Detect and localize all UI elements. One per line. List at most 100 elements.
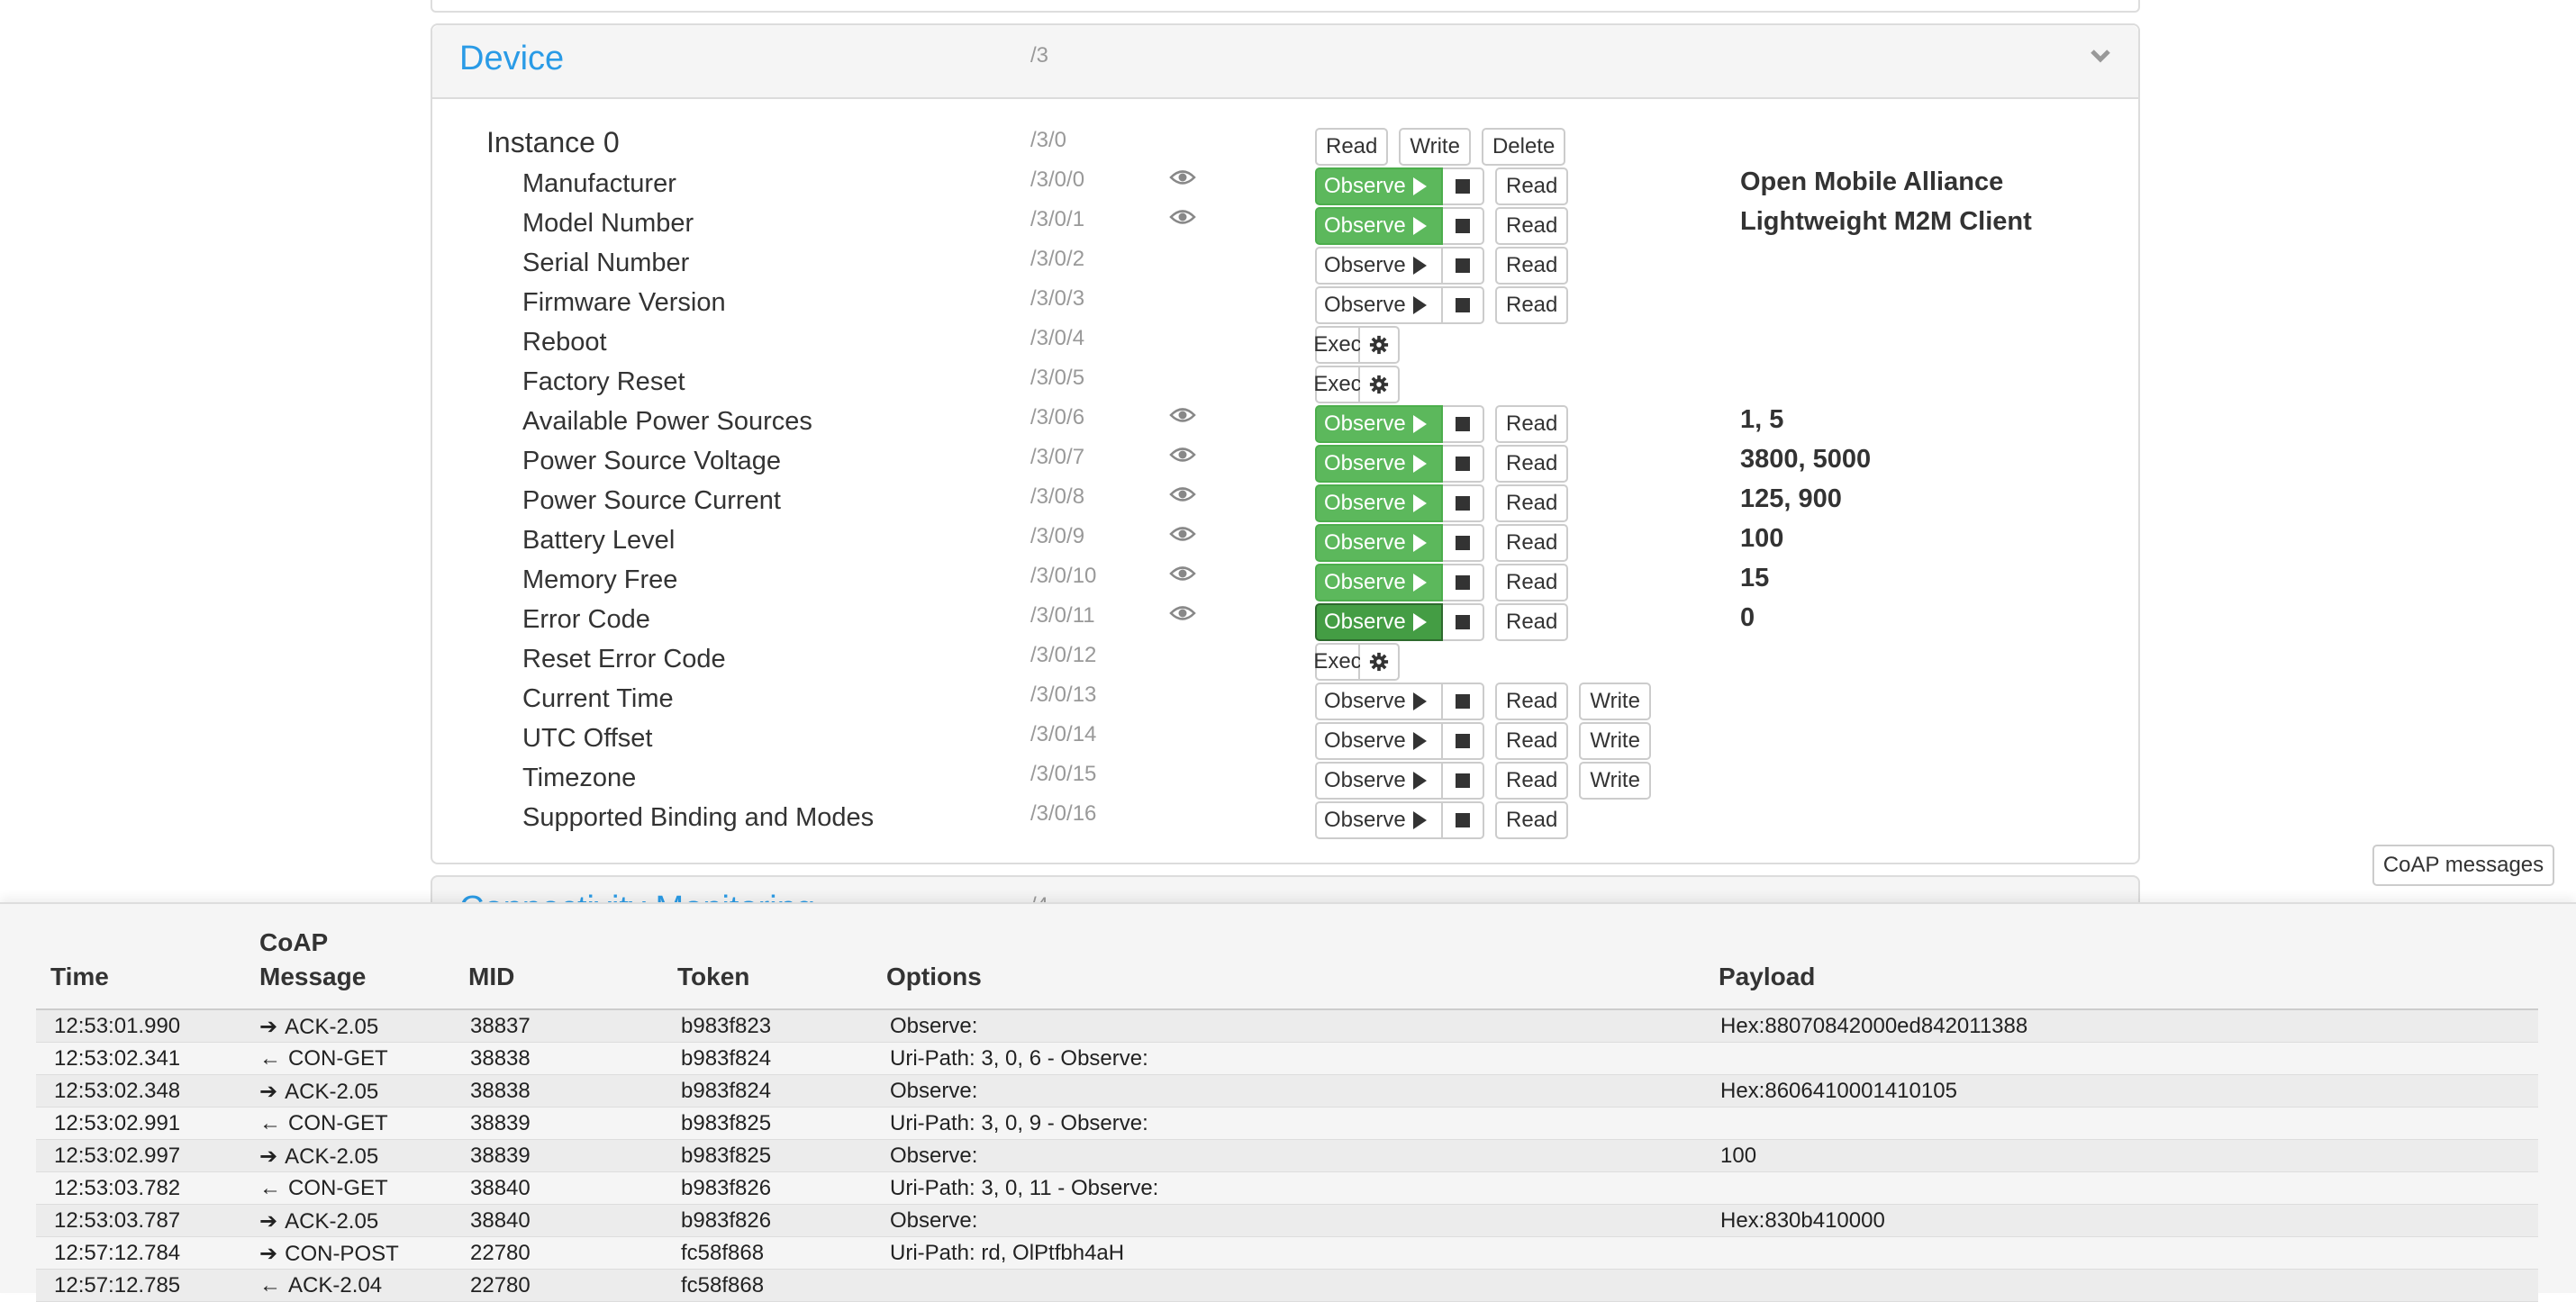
- read-button[interactable]: Read: [1495, 683, 1569, 720]
- read-button[interactable]: Read: [1495, 564, 1569, 601]
- stop-observe-button[interactable]: [1443, 405, 1484, 443]
- stop-observe-button[interactable]: [1443, 722, 1484, 760]
- resource-actions: Observe Read: [1315, 524, 1579, 562]
- observe-button[interactable]: Observe: [1315, 524, 1443, 562]
- resource-actions: Observe Read Write: [1315, 683, 1662, 720]
- observe-group: Observe: [1315, 603, 1484, 641]
- instance-delete-button[interactable]: Delete: [1481, 128, 1566, 166]
- exec-with-params-button[interactable]: [1360, 366, 1400, 403]
- stop-observe-button[interactable]: [1443, 603, 1484, 641]
- read-button[interactable]: Read: [1495, 405, 1569, 443]
- play-icon: [1412, 732, 1427, 750]
- play-icon: [1412, 415, 1427, 433]
- stop-observe-button[interactable]: [1443, 286, 1484, 324]
- observe-button[interactable]: Observe: [1315, 167, 1443, 205]
- read-button[interactable]: Read: [1495, 247, 1569, 285]
- stop-icon: [1456, 219, 1470, 233]
- read-button[interactable]: Read: [1495, 286, 1569, 324]
- write-button[interactable]: Write: [1579, 683, 1651, 720]
- cell-mid: 38838: [470, 1046, 531, 1071]
- resource-row: Factory Reset/3/0/5 Exec: [432, 366, 2138, 405]
- resource-row: Current Time/3/0/13 Observe Read Write: [432, 683, 2138, 722]
- observe-button[interactable]: Observe: [1315, 405, 1443, 443]
- stop-icon: [1456, 734, 1470, 748]
- read-button[interactable]: Read: [1495, 167, 1569, 205]
- stop-observe-button[interactable]: [1443, 207, 1484, 245]
- observe-button[interactable]: Observe: [1315, 564, 1443, 601]
- exec-with-params-button[interactable]: [1360, 643, 1400, 681]
- stop-observe-button[interactable]: [1443, 564, 1484, 601]
- read-button[interactable]: Read: [1495, 484, 1569, 522]
- observe-button[interactable]: Observe: [1315, 484, 1443, 522]
- stop-observe-button[interactable]: [1443, 167, 1484, 205]
- observe-button[interactable]: Observe: [1315, 722, 1443, 760]
- stop-observe-button[interactable]: [1443, 484, 1484, 522]
- stop-observe-button[interactable]: [1443, 683, 1484, 720]
- observe-label: Observe: [1324, 411, 1406, 436]
- write-button[interactable]: Write: [1579, 762, 1651, 800]
- resource-actions: Observe Read Write: [1315, 762, 1662, 800]
- instance-read-button[interactable]: Read: [1315, 128, 1389, 166]
- resource-value: Open Mobile Alliance: [1740, 167, 2004, 196]
- exec-button[interactable]: Exec: [1313, 366, 1362, 403]
- read-button[interactable]: Read: [1495, 207, 1569, 245]
- resource-actions: Exec: [1313, 366, 1410, 403]
- cell-time: 12:53:02.341: [54, 1046, 181, 1071]
- cell-message: ➔ ACK-2.05: [259, 1079, 378, 1105]
- read-button[interactable]: Read: [1495, 801, 1569, 839]
- observe-button[interactable]: Observe: [1315, 801, 1443, 839]
- stop-observe-button[interactable]: [1443, 247, 1484, 285]
- device-panel-header[interactable]: Device /3: [432, 25, 2138, 99]
- cell-mid: 22780: [470, 1273, 531, 1297]
- col-header-token: Token: [677, 963, 750, 990]
- exec-button[interactable]: Exec: [1313, 643, 1362, 681]
- observe-button[interactable]: Observe: [1315, 603, 1443, 641]
- table-row: 12:53:02.341 ← CON-GET 38838 b983f824 Uri-Pat…: [36, 1043, 2538, 1075]
- play-icon: [1412, 296, 1427, 314]
- read-button[interactable]: Read: [1495, 524, 1569, 562]
- instance-write-button[interactable]: Write: [1399, 128, 1471, 166]
- read-button[interactable]: Read: [1495, 762, 1569, 800]
- cell-token: b983f823: [681, 1014, 772, 1038]
- message-type: ACK-2.05: [285, 1144, 379, 1169]
- read-button[interactable]: Read: [1495, 603, 1569, 641]
- coap-messages-button[interactable]: CoAP messages: [2372, 845, 2554, 886]
- resource-value: 15: [1740, 564, 1770, 592]
- observe-button[interactable]: Observe: [1315, 683, 1443, 720]
- cell-message: ➔ ACK-2.05: [259, 1014, 378, 1040]
- cell-time: 12:53:03.782: [54, 1176, 181, 1200]
- stop-observe-button[interactable]: [1443, 801, 1484, 839]
- stop-observe-button[interactable]: [1443, 524, 1484, 562]
- stop-observe-button[interactable]: [1443, 445, 1484, 483]
- exec-button[interactable]: Exec: [1313, 326, 1362, 364]
- message-type: CON-GET: [288, 1046, 388, 1071]
- observe-label: Observe: [1324, 174, 1406, 198]
- resource-path: /3/0/8: [1030, 484, 1085, 509]
- observe-group: Observe: [1315, 801, 1484, 839]
- read-button[interactable]: Read: [1495, 445, 1569, 483]
- cell-options: Observe:: [890, 1208, 978, 1233]
- resource-row: Battery Level/3/0/9 Observe Read 100: [432, 524, 2138, 564]
- observe-label: Observe: [1324, 689, 1406, 713]
- chevron-down-icon[interactable]: [2088, 43, 2113, 68]
- observe-label: Observe: [1324, 768, 1406, 792]
- cell-mid: 38839: [470, 1144, 531, 1168]
- observe-label: Observe: [1324, 610, 1406, 634]
- read-button[interactable]: Read: [1495, 722, 1569, 760]
- stop-observe-button[interactable]: [1443, 762, 1484, 800]
- resource-row: Power Source Voltage/3/0/7 Observe Read 380…: [432, 445, 2138, 484]
- exec-with-params-button[interactable]: [1360, 326, 1400, 364]
- stop-icon: [1456, 179, 1470, 194]
- resource-label: Manufacturer: [522, 169, 676, 198]
- observe-button[interactable]: Observe: [1315, 207, 1443, 245]
- observe-button[interactable]: Observe: [1315, 247, 1443, 285]
- resource-row: Supported Binding and Modes/3/0/16 Observ…: [432, 801, 2138, 841]
- message-type: ACK-2.04: [288, 1273, 383, 1297]
- observe-button[interactable]: Observe: [1315, 286, 1443, 324]
- cell-token: b983f825: [681, 1144, 772, 1168]
- table-row: 12:53:02.997 ➔ ACK-2.05 38839 b983f825 Observ…: [36, 1140, 2538, 1172]
- observe-button[interactable]: Observe: [1315, 762, 1443, 800]
- observe-button[interactable]: Observe: [1315, 445, 1443, 483]
- write-button[interactable]: Write: [1579, 722, 1651, 760]
- cell-options: Uri-Path: rd, OlPtfbh4aH: [890, 1241, 1125, 1265]
